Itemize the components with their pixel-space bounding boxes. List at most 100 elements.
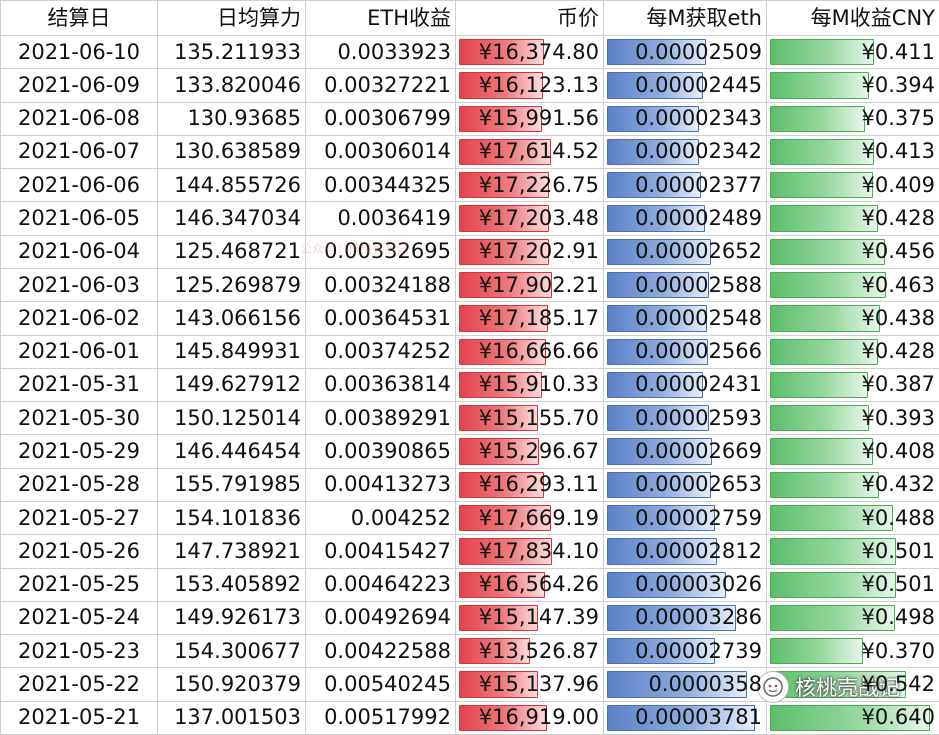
cell-coin-price[interactable]: ¥16,293.11 xyxy=(455,467,604,502)
cell-eth-per-m[interactable]: 0.00002759 xyxy=(603,500,767,536)
cell-date[interactable]: 2021-06-07 xyxy=(0,134,158,170)
cell-cny-per-m[interactable]: ¥0.488 xyxy=(766,500,939,536)
cell-eth-income[interactable]: 0.00344325 xyxy=(305,168,456,203)
cell-coin-price[interactable]: ¥15,296.67 xyxy=(455,434,604,469)
cell-coin-price[interactable]: ¥17,669.19 xyxy=(455,500,604,536)
cell-eth-per-m[interactable]: 0.00002489 xyxy=(603,201,767,236)
cell-eth-per-m[interactable]: 0.00002548 xyxy=(603,301,767,336)
cell-eth-per-m[interactable]: 0.00002669 xyxy=(603,434,767,469)
cell-eth-per-m[interactable]: 0.00002653 xyxy=(603,467,767,502)
cell-hashrate[interactable]: 125.269879 xyxy=(157,267,306,303)
cell-cny-per-m[interactable]: ¥0.463 xyxy=(766,267,939,303)
cell-coin-price[interactable]: ¥17,185.17 xyxy=(455,301,604,336)
cell-hashrate[interactable]: 149.627912 xyxy=(157,367,306,403)
cell-cny-per-m[interactable]: ¥0.501 xyxy=(766,567,939,602)
cell-eth-income[interactable]: 0.004252 xyxy=(305,500,456,536)
cell-date[interactable]: 2021-05-28 xyxy=(0,467,158,502)
cell-eth-income[interactable]: 0.00306799 xyxy=(305,101,456,136)
cell-date[interactable]: 2021-05-30 xyxy=(0,401,158,436)
cell-coin-price[interactable]: ¥15,991.56 xyxy=(455,101,604,136)
cell-eth-income[interactable]: 0.00332695 xyxy=(305,234,456,269)
cell-eth-income[interactable]: 0.0033923 xyxy=(305,34,456,70)
cell-cny-per-m[interactable]: ¥0.432 xyxy=(766,467,939,502)
cell-eth-per-m[interactable]: 0.00002593 xyxy=(603,401,767,436)
cell-eth-per-m[interactable]: 0.00002739 xyxy=(603,634,767,669)
cell-eth-income[interactable]: 0.00364531 xyxy=(305,301,456,336)
cell-eth-income[interactable]: 0.00413273 xyxy=(305,467,456,502)
cell-date[interactable]: 2021-06-02 xyxy=(0,301,158,336)
header-eth-per-m[interactable]: 每M获取eth xyxy=(603,0,767,36)
cell-cny-per-m[interactable]: ¥0.640 xyxy=(766,700,939,735)
cell-coin-price[interactable]: ¥17,834.10 xyxy=(455,534,604,569)
cell-eth-income[interactable]: 0.00464223 xyxy=(305,567,456,602)
cell-hashrate[interactable]: 150.920379 xyxy=(157,667,306,702)
cell-coin-price[interactable]: ¥15,137.96 xyxy=(455,667,604,702)
cell-date[interactable]: 2021-06-04 xyxy=(0,234,158,269)
cell-date[interactable]: 2021-05-27 xyxy=(0,500,158,536)
cell-hashrate[interactable]: 150.125014 xyxy=(157,401,306,436)
cell-date[interactable]: 2021-06-09 xyxy=(0,68,158,103)
cell-date[interactable]: 2021-05-25 xyxy=(0,567,158,602)
cell-hashrate[interactable]: 133.820046 xyxy=(157,68,306,103)
cell-date[interactable]: 2021-06-01 xyxy=(0,334,158,369)
cell-date[interactable]: 2021-06-03 xyxy=(0,267,158,303)
cell-eth-per-m[interactable]: 0.00002812 xyxy=(603,534,767,569)
cell-eth-per-m[interactable]: 0.00002377 xyxy=(603,168,767,203)
cell-hashrate[interactable]: 149.926173 xyxy=(157,600,306,636)
cell-eth-per-m[interactable]: 0.0000358 xyxy=(603,667,767,702)
cell-hashrate[interactable]: 137.001503 xyxy=(157,700,306,735)
cell-eth-income[interactable]: 0.00422588 xyxy=(305,634,456,669)
cell-eth-income[interactable]: 0.00389291 xyxy=(305,401,456,436)
cell-date[interactable]: 2021-05-31 xyxy=(0,367,158,403)
cell-hashrate[interactable]: 135.211933 xyxy=(157,34,306,70)
cell-eth-per-m[interactable]: 0.00002343 xyxy=(603,101,767,136)
cell-cny-per-m[interactable]: ¥0.428 xyxy=(766,201,939,236)
header-settlement-date[interactable]: 结算日 xyxy=(0,0,158,36)
cell-coin-price[interactable]: ¥15,155.70 xyxy=(455,401,604,436)
cell-coin-price[interactable]: ¥16,666.66 xyxy=(455,334,604,369)
cell-cny-per-m[interactable]: ¥0.393 xyxy=(766,401,939,436)
cell-eth-income[interactable]: 0.00540245 xyxy=(305,667,456,702)
cell-coin-price[interactable]: ¥16,564.26 xyxy=(455,567,604,602)
cell-coin-price[interactable]: ¥17,203.48 xyxy=(455,201,604,236)
cell-coin-price[interactable]: ¥17,226.75 xyxy=(455,168,604,203)
cell-hashrate[interactable]: 154.101836 xyxy=(157,500,306,536)
cell-coin-price[interactable]: ¥15,910.33 xyxy=(455,367,604,403)
cell-cny-per-m[interactable]: ¥0.370 xyxy=(766,634,939,669)
cell-hashrate[interactable]: 145.849931 xyxy=(157,334,306,369)
cell-coin-price[interactable]: ¥17,902.21 xyxy=(455,267,604,303)
cell-coin-price[interactable]: ¥16,919.00 xyxy=(455,700,604,735)
cell-cny-per-m[interactable]: ¥0.409 xyxy=(766,168,939,203)
cell-date[interactable]: 2021-05-23 xyxy=(0,634,158,669)
cell-hashrate[interactable]: 154.300677 xyxy=(157,634,306,669)
cell-date[interactable]: 2021-05-29 xyxy=(0,434,158,469)
cell-coin-price[interactable]: ¥13,526.87 xyxy=(455,634,604,669)
cell-cny-per-m[interactable]: ¥0.413 xyxy=(766,134,939,170)
cell-date[interactable]: 2021-06-10 xyxy=(0,34,158,70)
cell-eth-per-m[interactable]: 0.00003026 xyxy=(603,567,767,602)
cell-eth-per-m[interactable]: 0.00002588 xyxy=(603,267,767,303)
cell-cny-per-m[interactable]: ¥0.438 xyxy=(766,301,939,336)
cell-hashrate[interactable]: 146.446454 xyxy=(157,434,306,469)
cell-eth-income[interactable]: 0.00363814 xyxy=(305,367,456,403)
header-eth-income[interactable]: ETH收益 xyxy=(305,0,456,36)
cell-hashrate[interactable]: 146.347034 xyxy=(157,201,306,236)
cell-hashrate[interactable]: 155.791985 xyxy=(157,467,306,502)
cell-eth-income[interactable]: 0.00517992 xyxy=(305,700,456,735)
header-coin-price[interactable]: 币价 xyxy=(455,0,604,36)
cell-eth-per-m[interactable]: 0.00002566 xyxy=(603,334,767,369)
cell-cny-per-m[interactable]: ¥0.394 xyxy=(766,68,939,103)
cell-eth-per-m[interactable]: 0.00002431 xyxy=(603,367,767,403)
cell-coin-price[interactable]: ¥17,202.91 xyxy=(455,234,604,269)
cell-eth-income[interactable]: 0.00390865 xyxy=(305,434,456,469)
cell-date[interactable]: 2021-06-08 xyxy=(0,101,158,136)
cell-coin-price[interactable]: ¥16,123.13 xyxy=(455,68,604,103)
cell-date[interactable]: 2021-05-24 xyxy=(0,600,158,636)
cell-hashrate[interactable]: 130.638589 xyxy=(157,134,306,170)
cell-cny-per-m[interactable]: ¥0.498 xyxy=(766,600,939,636)
cell-date[interactable]: 2021-06-06 xyxy=(0,168,158,203)
header-cny-per-m[interactable]: 每M收益CNY xyxy=(766,0,939,36)
cell-eth-per-m[interactable]: 0.00003781 xyxy=(603,700,767,735)
cell-cny-per-m[interactable]: ¥0.456 xyxy=(766,234,939,269)
cell-eth-income[interactable]: 0.00492694 xyxy=(305,600,456,636)
